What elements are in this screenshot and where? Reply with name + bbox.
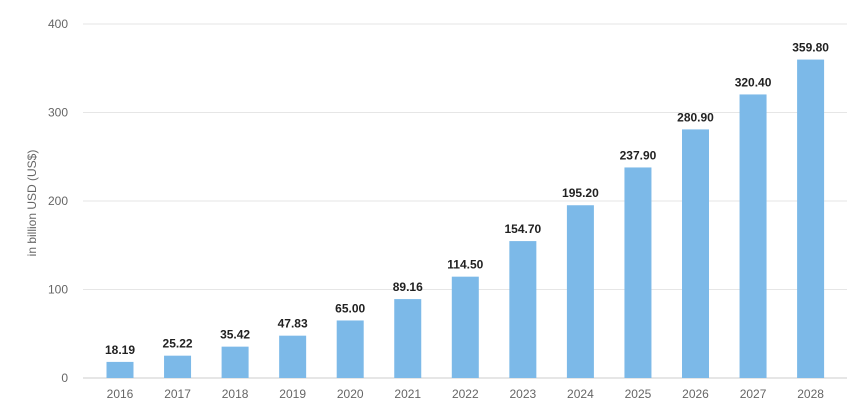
y-tick-label: 200	[48, 194, 68, 208]
y-tick-label: 300	[48, 106, 68, 120]
x-tick-label-2016: 2016	[107, 387, 134, 401]
x-tick-label-2020: 2020	[337, 387, 364, 401]
bar-2018[interactable]	[221, 346, 249, 378]
bar-2025[interactable]	[624, 167, 652, 378]
bar-2016[interactable]	[106, 361, 134, 378]
x-tick-label-2021: 2021	[394, 387, 421, 401]
y-axis-title: in billion USD (US$)	[25, 150, 39, 257]
bar-2027[interactable]	[739, 94, 767, 379]
data-label-2024: 195.20	[562, 186, 599, 200]
data-label-2021: 89.16	[393, 280, 423, 294]
data-labels-layer: 18.19 25.22 35.42 47.83 65.00 89.16 114.50 154.…	[105, 41, 829, 357]
x-tick-label-2017: 2017	[164, 387, 191, 401]
data-label-2028: 359.80	[792, 41, 829, 55]
data-label-2020: 65.00	[335, 301, 365, 315]
data-label-2017: 25.22	[163, 337, 193, 351]
x-tick-label-2018: 2018	[222, 387, 249, 401]
data-label-2025: 237.90	[620, 148, 657, 162]
bar-2022[interactable]	[451, 276, 479, 378]
bar-2028[interactable]	[797, 59, 825, 379]
data-label-2018: 35.42	[220, 328, 250, 342]
x-tick-label-2027: 2027	[740, 387, 767, 401]
data-label-2023: 154.70	[504, 222, 541, 236]
grid-layer	[83, 23, 847, 379]
bar-2021[interactable]	[394, 299, 422, 378]
x-axis-ticks: 2016 2017 2018 2019 2020 2021 2022 2023 2024 2025…	[107, 387, 825, 401]
x-tick-label-2026: 2026	[682, 387, 709, 401]
x-tick-label-2024: 2024	[567, 387, 594, 401]
y-tick-label: 100	[48, 283, 68, 297]
bar-2020[interactable]	[336, 320, 364, 378]
data-label-2022: 114.50	[447, 258, 483, 272]
data-label-2016: 18.19	[105, 343, 135, 357]
bar-2019[interactable]	[279, 335, 307, 378]
x-tick-label-2028: 2028	[797, 387, 824, 401]
data-label-2027: 320.40	[735, 75, 772, 89]
x-tick-label-2025: 2025	[625, 387, 652, 401]
y-tick-label: 400	[48, 17, 68, 31]
x-tick-label-2023: 2023	[509, 387, 536, 401]
y-tick-label: 0	[61, 371, 68, 385]
bar-2023[interactable]	[509, 241, 537, 378]
y-axis-ticks: 0 100 200 300 400	[48, 17, 68, 385]
x-tick-label-2019: 2019	[279, 387, 306, 401]
x-tick-label-2022: 2022	[452, 387, 479, 401]
bar-2026[interactable]	[682, 129, 709, 378]
bar-2024[interactable]	[566, 205, 594, 378]
data-label-2019: 47.83	[278, 317, 308, 331]
bars-layer	[106, 59, 825, 379]
data-label-2026: 280.90	[677, 110, 714, 124]
bar-2017[interactable]	[164, 355, 192, 378]
